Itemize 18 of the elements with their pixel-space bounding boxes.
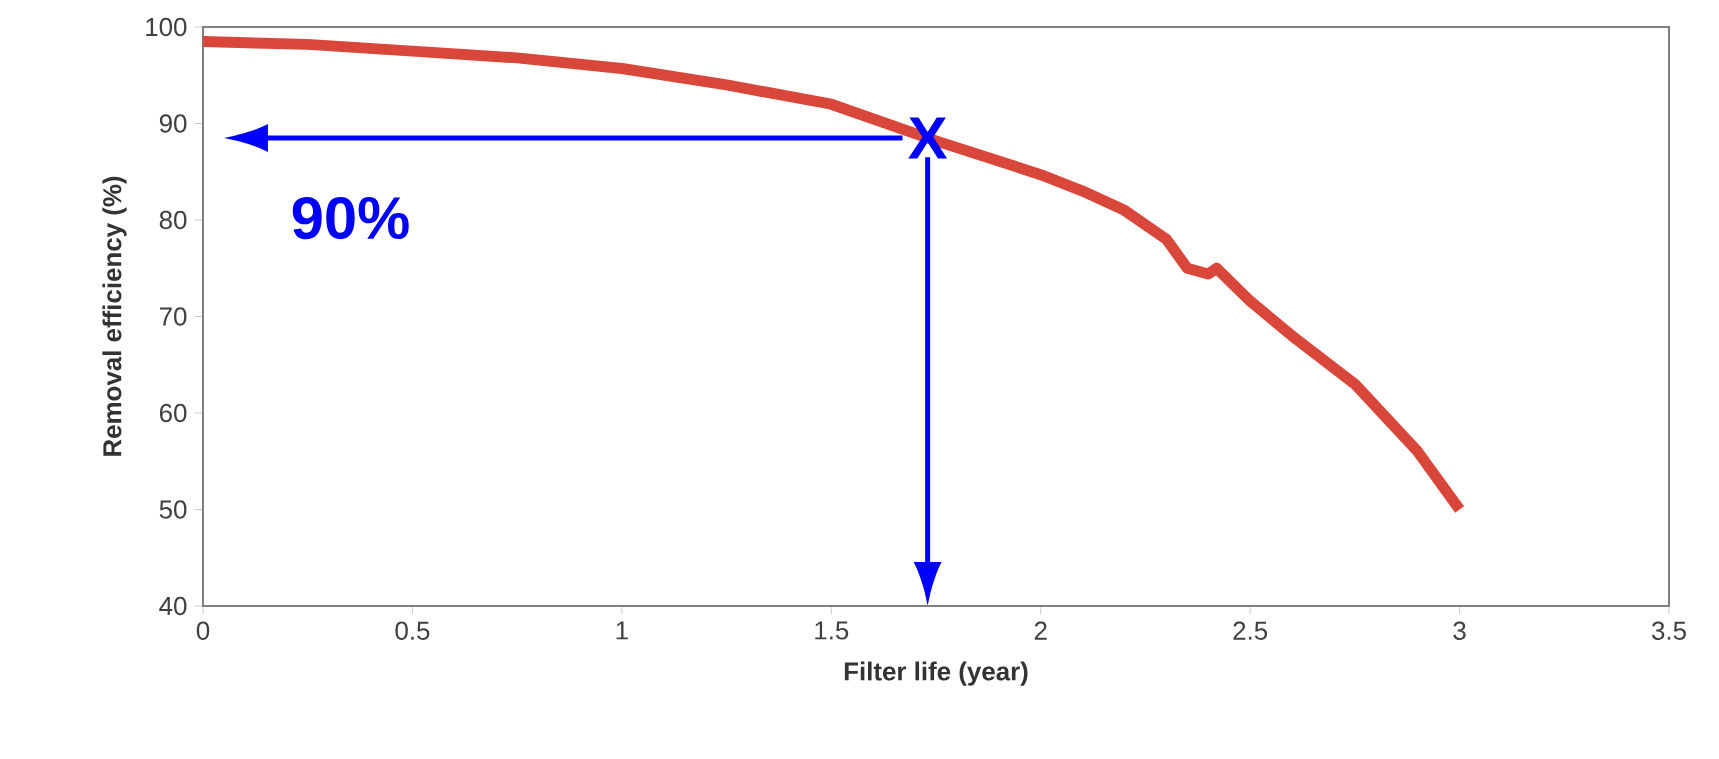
x-tick-label: 2: [1034, 621, 1047, 640]
x-tick-label: 3: [1453, 621, 1466, 640]
x-tick-label: 0.5: [395, 621, 430, 640]
x-tick-label: 1: [616, 621, 628, 640]
y-tick-label: 70: [159, 307, 187, 326]
y-tick-label: 40: [159, 596, 187, 616]
y-tick-label: 60: [159, 403, 187, 423]
x-tick-label: 3.5: [1652, 621, 1686, 640]
y-axis-title: Removal efficiency (%): [102, 176, 127, 456]
y-tick-label: 50: [159, 500, 187, 519]
x-axis-title: Filter life (year): [844, 661, 1028, 686]
x-tick-label: 0: [196, 621, 210, 640]
y-tick-label: 100: [146, 17, 187, 37]
y-tick-label: 80: [159, 210, 187, 230]
x-tick-label: 2.5: [1233, 621, 1268, 640]
y-tick-label: 90: [159, 114, 187, 133]
x-tick-label: 1.5: [815, 621, 849, 640]
annotation: 90%: [292, 196, 409, 240]
